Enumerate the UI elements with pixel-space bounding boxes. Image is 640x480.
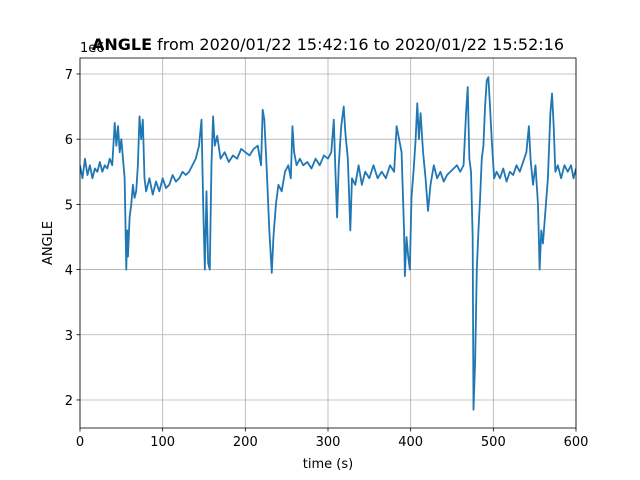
plot-frame bbox=[79, 57, 577, 429]
y-axis-label: ANGLE bbox=[41, 221, 56, 265]
y-offset-label: 1e6 bbox=[80, 41, 105, 56]
chart-title: ANGLE from 2020/01/22 15:42:16 to 2020/0… bbox=[92, 35, 564, 54]
y-tick-label: 5 bbox=[65, 198, 73, 213]
x-tick-label: 400 bbox=[398, 435, 423, 450]
y-tick-label: 3 bbox=[65, 329, 73, 344]
y-tick-label: 2 bbox=[65, 394, 73, 409]
x-axis-label: time (s) bbox=[303, 457, 353, 472]
x-tick-label: 100 bbox=[150, 435, 175, 450]
title-rest: from 2020/01/22 15:42:16 to 2020/01/22 1… bbox=[157, 35, 564, 54]
x-tick-label: 500 bbox=[481, 435, 506, 450]
x-tick-label: 300 bbox=[316, 435, 341, 450]
data-line bbox=[80, 76, 576, 411]
x-tick-label: 0 bbox=[76, 435, 84, 450]
y-tick-label: 7 bbox=[65, 68, 73, 83]
y-tick-label: 4 bbox=[65, 264, 73, 279]
title-bold: ANGLE bbox=[92, 35, 152, 54]
y-tick-label: 6 bbox=[65, 133, 73, 148]
x-tick-label: 200 bbox=[233, 435, 258, 450]
x-tick-label: 600 bbox=[564, 435, 589, 450]
